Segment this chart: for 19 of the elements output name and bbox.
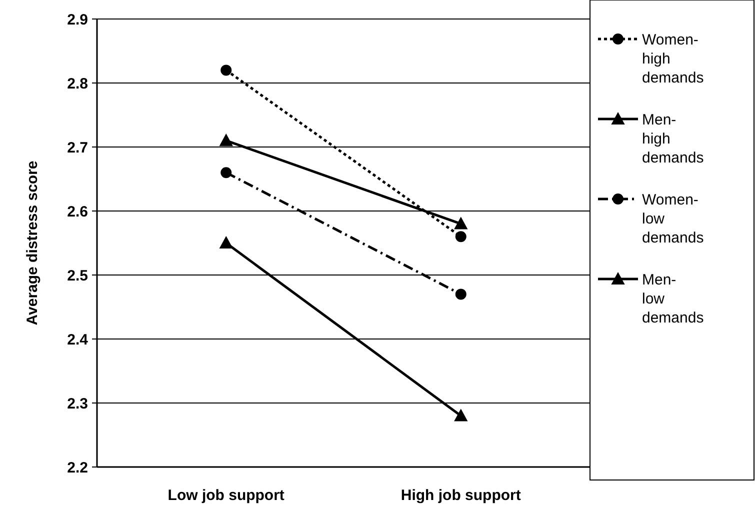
legend-label: Men-high demands — [642, 111, 704, 166]
y-tick-label: 2.3 — [67, 395, 88, 412]
legend-label: Women-low demands — [642, 191, 704, 246]
point — [220, 167, 232, 178]
y-tick-label: 2.6 — [67, 203, 88, 220]
point — [455, 231, 466, 242]
legend-label: Men-low demands — [642, 271, 704, 326]
y-tick-label: 2.5 — [67, 267, 88, 284]
x-tick-label: Low job support — [168, 487, 284, 504]
y-tick-label: 2.8 — [67, 75, 88, 92]
x-tick-label: High job support — [400, 487, 521, 504]
point — [455, 288, 466, 300]
y-tick-label: 2.9 — [67, 11, 88, 28]
y-tick-label: 2.4 — [67, 331, 89, 348]
legend-label: Women-high demands — [642, 31, 704, 86]
y-tick-label: 2.2 — [67, 459, 88, 476]
y-axis-title: Average distress score — [24, 160, 41, 326]
point — [220, 64, 232, 76]
y-tick-label: 2.7 — [67, 139, 88, 156]
